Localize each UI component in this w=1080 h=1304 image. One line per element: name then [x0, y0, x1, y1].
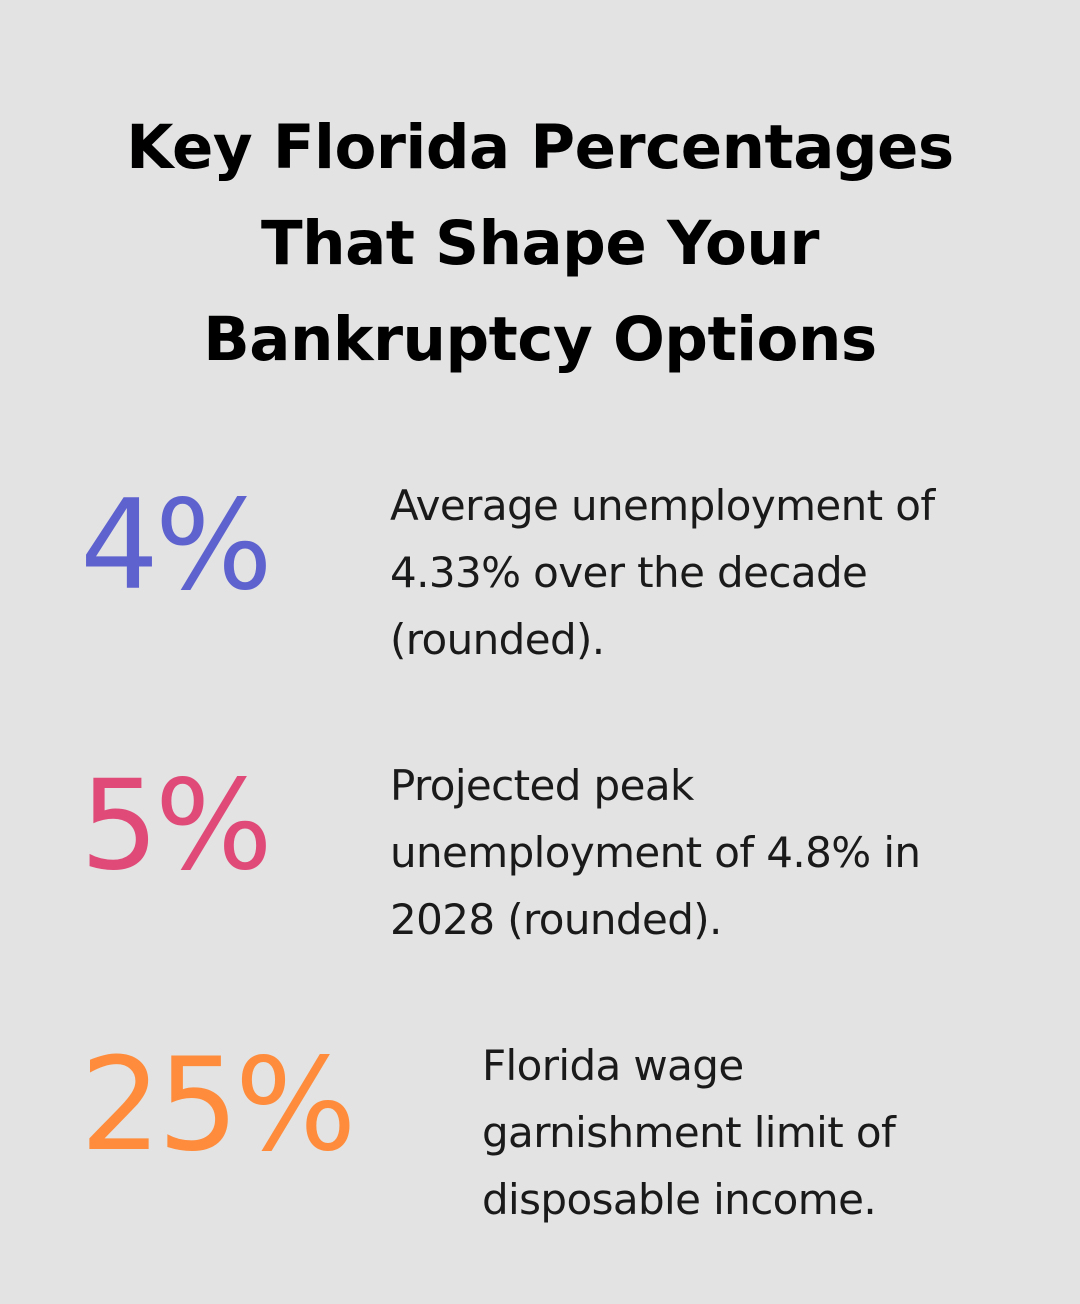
stat-description: Projected peak unemployment of 4.8% in 2…	[390, 761, 921, 944]
stat-value: 4%	[80, 474, 273, 618]
stat-description: Average unemployment of 4.33% over the d…	[390, 481, 935, 664]
stat-description: Florida wage garnishment limit of dispos…	[482, 1041, 896, 1224]
page-title: Key Florida Percentages That Shape Your …	[126, 112, 954, 375]
stat-value: 25%	[80, 1031, 356, 1180]
stat-value: 5%	[80, 754, 273, 898]
